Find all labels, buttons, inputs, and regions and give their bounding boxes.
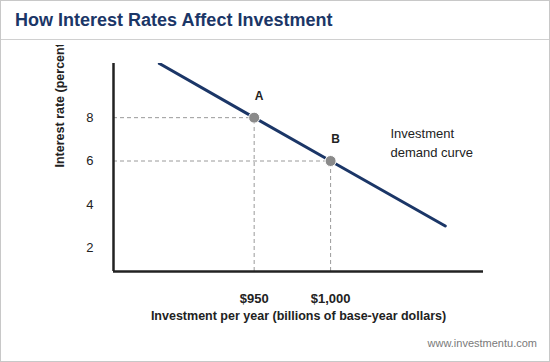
svg-text:8: 8 [86,110,93,125]
svg-text:Investmentdemand curve: Investmentdemand curve [391,126,473,159]
svg-text:6: 6 [86,153,93,168]
svg-text:Investment per year (billions: Investment per year (billions of base-ye… [151,309,446,323]
svg-text:4: 4 [86,196,93,211]
svg-text:Interest rate (percent): Interest rate (percent) [53,45,67,168]
html-text:How Interest Rates Affect Inve: How Interest Rates Affect Investment [15,10,333,30]
svg-text:B: B [331,132,340,146]
html-text:www.investmentu.com: www.investmentu.com [427,337,537,349]
svg-text:$950: $950 [240,291,269,306]
svg-text:$1,000: $1,000 [311,291,351,306]
svg-text:A: A [255,89,264,103]
svg-text:2: 2 [86,240,93,255]
